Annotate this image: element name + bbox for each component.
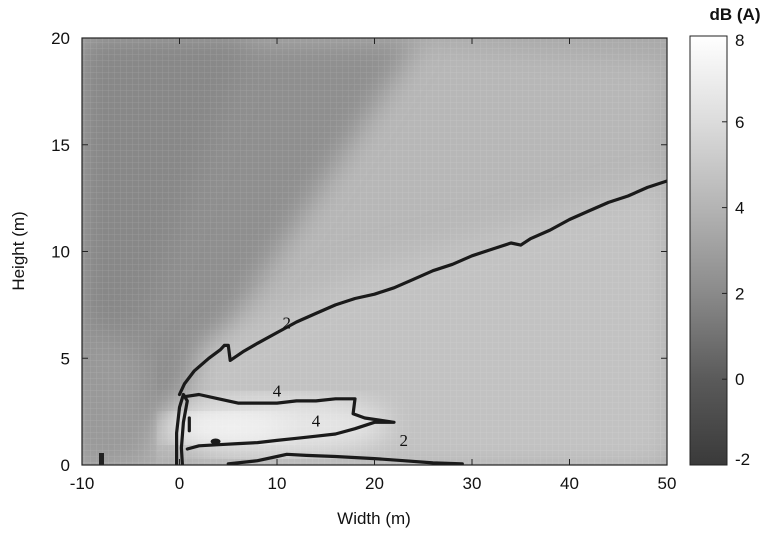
contour-label: 4 (312, 412, 321, 431)
contour-line-2 (226, 452, 464, 465)
colorbar-title: dB (A) (710, 5, 761, 24)
x-tick-label: 40 (560, 474, 579, 493)
contour-label: 2 (400, 431, 409, 450)
contour-label: 2 (283, 313, 292, 332)
colorbar: dB (A) -2 0 2 4 6 8 (689, 5, 761, 469)
y-tick-label: 20 (51, 29, 70, 48)
x-tick-label: 30 (463, 474, 482, 493)
contour-line-2 (177, 179, 667, 397)
y-axis-label: Height (m) (9, 211, 28, 290)
x-tick-label: 50 (658, 474, 677, 493)
colorbar-tick-label: 8 (735, 31, 744, 50)
x-tick-label: -10 (70, 474, 95, 493)
y-tick-label: 10 (51, 243, 70, 262)
colorbar-tick-label: 6 (735, 113, 744, 132)
contour-line-4 (182, 392, 396, 451)
y-tick-label: 15 (51, 136, 70, 155)
colorbar-gradient (689, 35, 728, 466)
contour-lines (175, 179, 667, 465)
x-axis-ticks: -10 0 10 20 30 40 50 (70, 38, 677, 493)
heatmap-field (82, 38, 667, 465)
contour-labels: 2 4 4 2 (273, 313, 408, 449)
colorbar-tick-label: 2 (735, 284, 744, 303)
y-axis-ticks: 0 5 10 15 20 (51, 29, 667, 475)
y-tick-label: 5 (61, 349, 70, 368)
contour-line-2 (175, 392, 189, 465)
x-tick-label: 10 (268, 474, 287, 493)
colorbar-tick-label: 4 (735, 199, 744, 218)
colorbar-ticks: -2 0 2 4 6 8 (722, 31, 750, 469)
y-tick-label: 0 (61, 456, 70, 475)
x-tick-label: 20 (365, 474, 384, 493)
colorbar-tick-label: -2 (735, 450, 750, 469)
x-tick-label: 0 (175, 474, 184, 493)
colorbar-tick-label: 0 (735, 370, 744, 389)
x-axis-label: Width (m) (337, 509, 411, 528)
contour-blob (210, 438, 221, 445)
contour-label: 4 (273, 382, 282, 401)
